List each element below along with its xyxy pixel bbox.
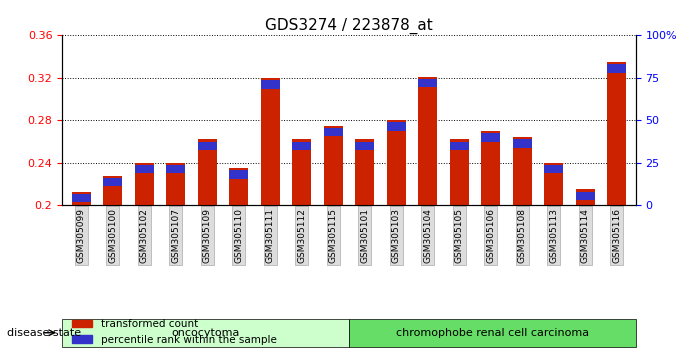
Bar	[292, 139, 311, 205]
Bar	[198, 139, 216, 205]
Bar	[229, 168, 248, 205]
Bar	[418, 77, 437, 205]
Bar	[135, 163, 153, 205]
Bar	[229, 170, 248, 179]
Bar	[103, 176, 122, 205]
Bar	[292, 142, 311, 150]
Bar	[607, 64, 626, 73]
Bar	[324, 126, 343, 205]
Bar	[482, 131, 500, 205]
Bar	[166, 163, 185, 205]
Bar	[418, 79, 437, 87]
Bar	[450, 139, 468, 205]
Bar	[198, 142, 216, 150]
Bar	[103, 178, 122, 186]
Text: disease state: disease state	[7, 328, 81, 338]
Bar	[387, 120, 406, 205]
Bar	[576, 192, 595, 200]
Bar	[72, 194, 91, 202]
Bar	[513, 139, 532, 148]
Bar	[482, 133, 500, 142]
Bar	[324, 128, 343, 136]
Bar	[261, 78, 280, 205]
Bar	[545, 165, 563, 173]
Bar	[576, 189, 595, 205]
Bar	[545, 163, 563, 205]
Bar	[72, 192, 91, 205]
Bar	[135, 165, 153, 173]
Bar	[450, 142, 468, 150]
Text: chromophobe renal cell carcinoma: chromophobe renal cell carcinoma	[396, 328, 589, 338]
Legend: transformed count, percentile rank within the sample: transformed count, percentile rank withi…	[68, 315, 281, 349]
Bar	[355, 142, 374, 150]
Bar	[261, 80, 280, 88]
Bar	[387, 122, 406, 131]
Bar	[513, 137, 532, 205]
Bar	[355, 139, 374, 205]
Text: oncocytoma: oncocytoma	[171, 328, 240, 338]
Bar	[607, 62, 626, 205]
Title: GDS3274 / 223878_at: GDS3274 / 223878_at	[265, 18, 433, 34]
Bar	[166, 165, 185, 173]
